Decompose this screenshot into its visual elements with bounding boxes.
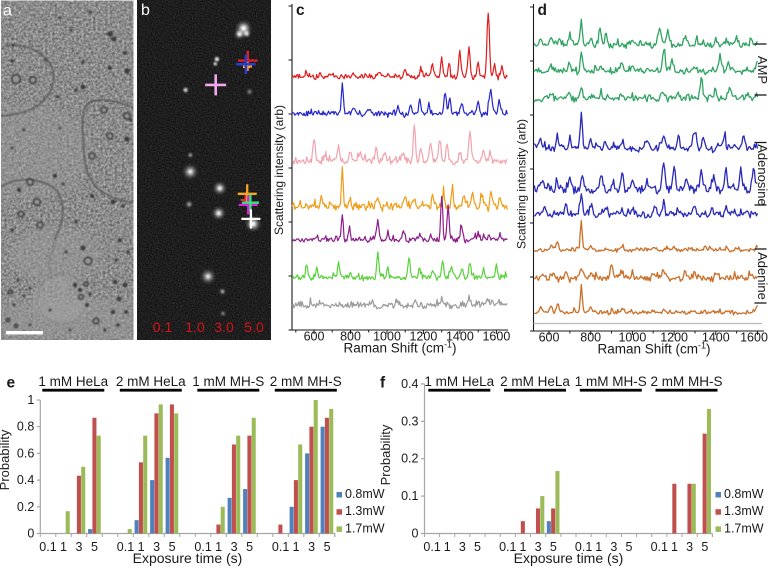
svg-text:5: 5 — [701, 540, 708, 554]
svg-text:1: 1 — [595, 540, 602, 554]
svg-text:600: 600 — [539, 331, 560, 345]
svg-text:Scattering intensity (arb): Scattering intensity (arb) — [515, 119, 529, 249]
svg-text:1000: 1000 — [373, 330, 401, 344]
svg-text:1: 1 — [520, 540, 527, 554]
svg-text:1 mM HeLa: 1 mM HeLa — [424, 374, 494, 389]
svg-text:d: d — [538, 2, 547, 19]
svg-text:0.1: 0.1 — [423, 540, 440, 554]
svg-text:f: f — [380, 375, 386, 392]
svg-text:0.1: 0.1 — [153, 319, 173, 335]
svg-text:2 mM HeLa: 2 mM HeLa — [116, 374, 186, 389]
svg-text:5: 5 — [169, 540, 176, 554]
svg-text:1: 1 — [671, 540, 678, 554]
svg-text:3: 3 — [459, 540, 466, 554]
svg-text:0.4: 0.4 — [17, 473, 34, 487]
svg-text:1000: 1000 — [618, 331, 646, 345]
svg-text:1.3mW: 1.3mW — [345, 504, 385, 518]
svg-text:1: 1 — [60, 540, 67, 554]
svg-text:3: 3 — [308, 540, 315, 554]
svg-text:Adenine: Adenine — [755, 252, 768, 300]
svg-text:1: 1 — [215, 540, 222, 554]
svg-text:0.1: 0.1 — [117, 540, 134, 554]
svg-text:0.1: 0.1 — [39, 540, 56, 554]
svg-text:Probability: Probability — [0, 429, 12, 490]
svg-text:1: 1 — [444, 540, 451, 554]
svg-text:1: 1 — [138, 540, 145, 554]
svg-text:1.7mW: 1.7mW — [724, 521, 764, 535]
svg-text:1.0: 1.0 — [185, 319, 205, 335]
svg-text:2 mM MH-S: 2 mM MH-S — [270, 374, 342, 389]
svg-text:1 mM HeLa: 1 mM HeLa — [38, 374, 108, 389]
svg-text:1600: 1600 — [482, 330, 510, 344]
svg-text:0.1: 0.1 — [272, 540, 289, 554]
svg-text:c: c — [296, 2, 305, 19]
svg-text:Exposure time (s): Exposure time (s) — [514, 550, 624, 566]
svg-text:0.4: 0.4 — [401, 377, 418, 391]
svg-text:1.7mW: 1.7mW — [345, 521, 385, 535]
svg-text:0.1: 0.1 — [651, 540, 668, 554]
svg-text:3: 3 — [153, 540, 160, 554]
svg-text:1200: 1200 — [660, 331, 688, 345]
svg-text:a: a — [3, 3, 12, 20]
svg-text:1200: 1200 — [409, 330, 437, 344]
svg-text:5: 5 — [626, 540, 633, 554]
svg-text:1600: 1600 — [740, 331, 768, 345]
svg-text:0.6: 0.6 — [17, 446, 34, 460]
svg-text:Scattering intensity (arb): Scattering intensity (arb) — [272, 105, 286, 235]
svg-text:800: 800 — [580, 331, 601, 345]
svg-text:Raman Shift (cm-1): Raman Shift (cm-1) — [597, 341, 710, 357]
svg-text:1: 1 — [27, 393, 34, 407]
svg-text:2 mM MH-S: 2 mM MH-S — [651, 374, 723, 389]
svg-text:2 mM HeLa: 2 mM HeLa — [500, 374, 570, 389]
svg-text:5.0: 5.0 — [244, 319, 264, 335]
svg-text:0.1: 0.1 — [194, 540, 211, 554]
svg-text:3: 3 — [686, 540, 693, 554]
svg-text:1.3mW: 1.3mW — [724, 504, 764, 518]
svg-text:0.8mW: 0.8mW — [724, 487, 764, 501]
svg-text:Probability: Probability — [378, 424, 393, 485]
svg-text:3.0: 3.0 — [214, 319, 234, 335]
svg-text:5: 5 — [91, 540, 98, 554]
svg-text:0: 0 — [412, 527, 419, 541]
svg-text:3: 3 — [610, 540, 617, 554]
svg-text:0: 0 — [27, 527, 34, 541]
svg-text:0.8mW: 0.8mW — [345, 487, 385, 501]
svg-text:3: 3 — [231, 540, 238, 554]
svg-text:1400: 1400 — [446, 330, 474, 344]
svg-text:0.1: 0.1 — [401, 489, 418, 503]
svg-text:e: e — [7, 375, 16, 392]
svg-text:600: 600 — [304, 330, 325, 344]
svg-text:0.2: 0.2 — [17, 500, 34, 514]
svg-text:0.2: 0.2 — [401, 452, 418, 466]
svg-text:Raman Shift (cm-1): Raman Shift (cm-1) — [343, 340, 456, 356]
svg-text:Exposure time (s): Exposure time (s) — [133, 550, 243, 566]
svg-text:800: 800 — [340, 330, 361, 344]
svg-text:0.3: 0.3 — [401, 414, 418, 428]
svg-text:1400: 1400 — [702, 331, 730, 345]
svg-text:0.8: 0.8 — [17, 420, 34, 434]
svg-text:0.1: 0.1 — [575, 540, 592, 554]
svg-text:3: 3 — [76, 540, 83, 554]
svg-text:3: 3 — [535, 540, 542, 554]
svg-text:0.1: 0.1 — [499, 540, 516, 554]
svg-text:5: 5 — [550, 540, 557, 554]
svg-text:1 mM MH-S: 1 mM MH-S — [192, 374, 264, 389]
svg-text:5: 5 — [246, 540, 253, 554]
svg-text:Adenosine: Adenosine — [755, 144, 768, 205]
svg-text:1 mM MH-S: 1 mM MH-S — [575, 374, 647, 389]
svg-text:AMP: AMP — [755, 56, 768, 84]
svg-text:5: 5 — [324, 540, 331, 554]
svg-text:1: 1 — [293, 540, 300, 554]
svg-text:5: 5 — [474, 540, 481, 554]
svg-text:b: b — [141, 2, 150, 19]
